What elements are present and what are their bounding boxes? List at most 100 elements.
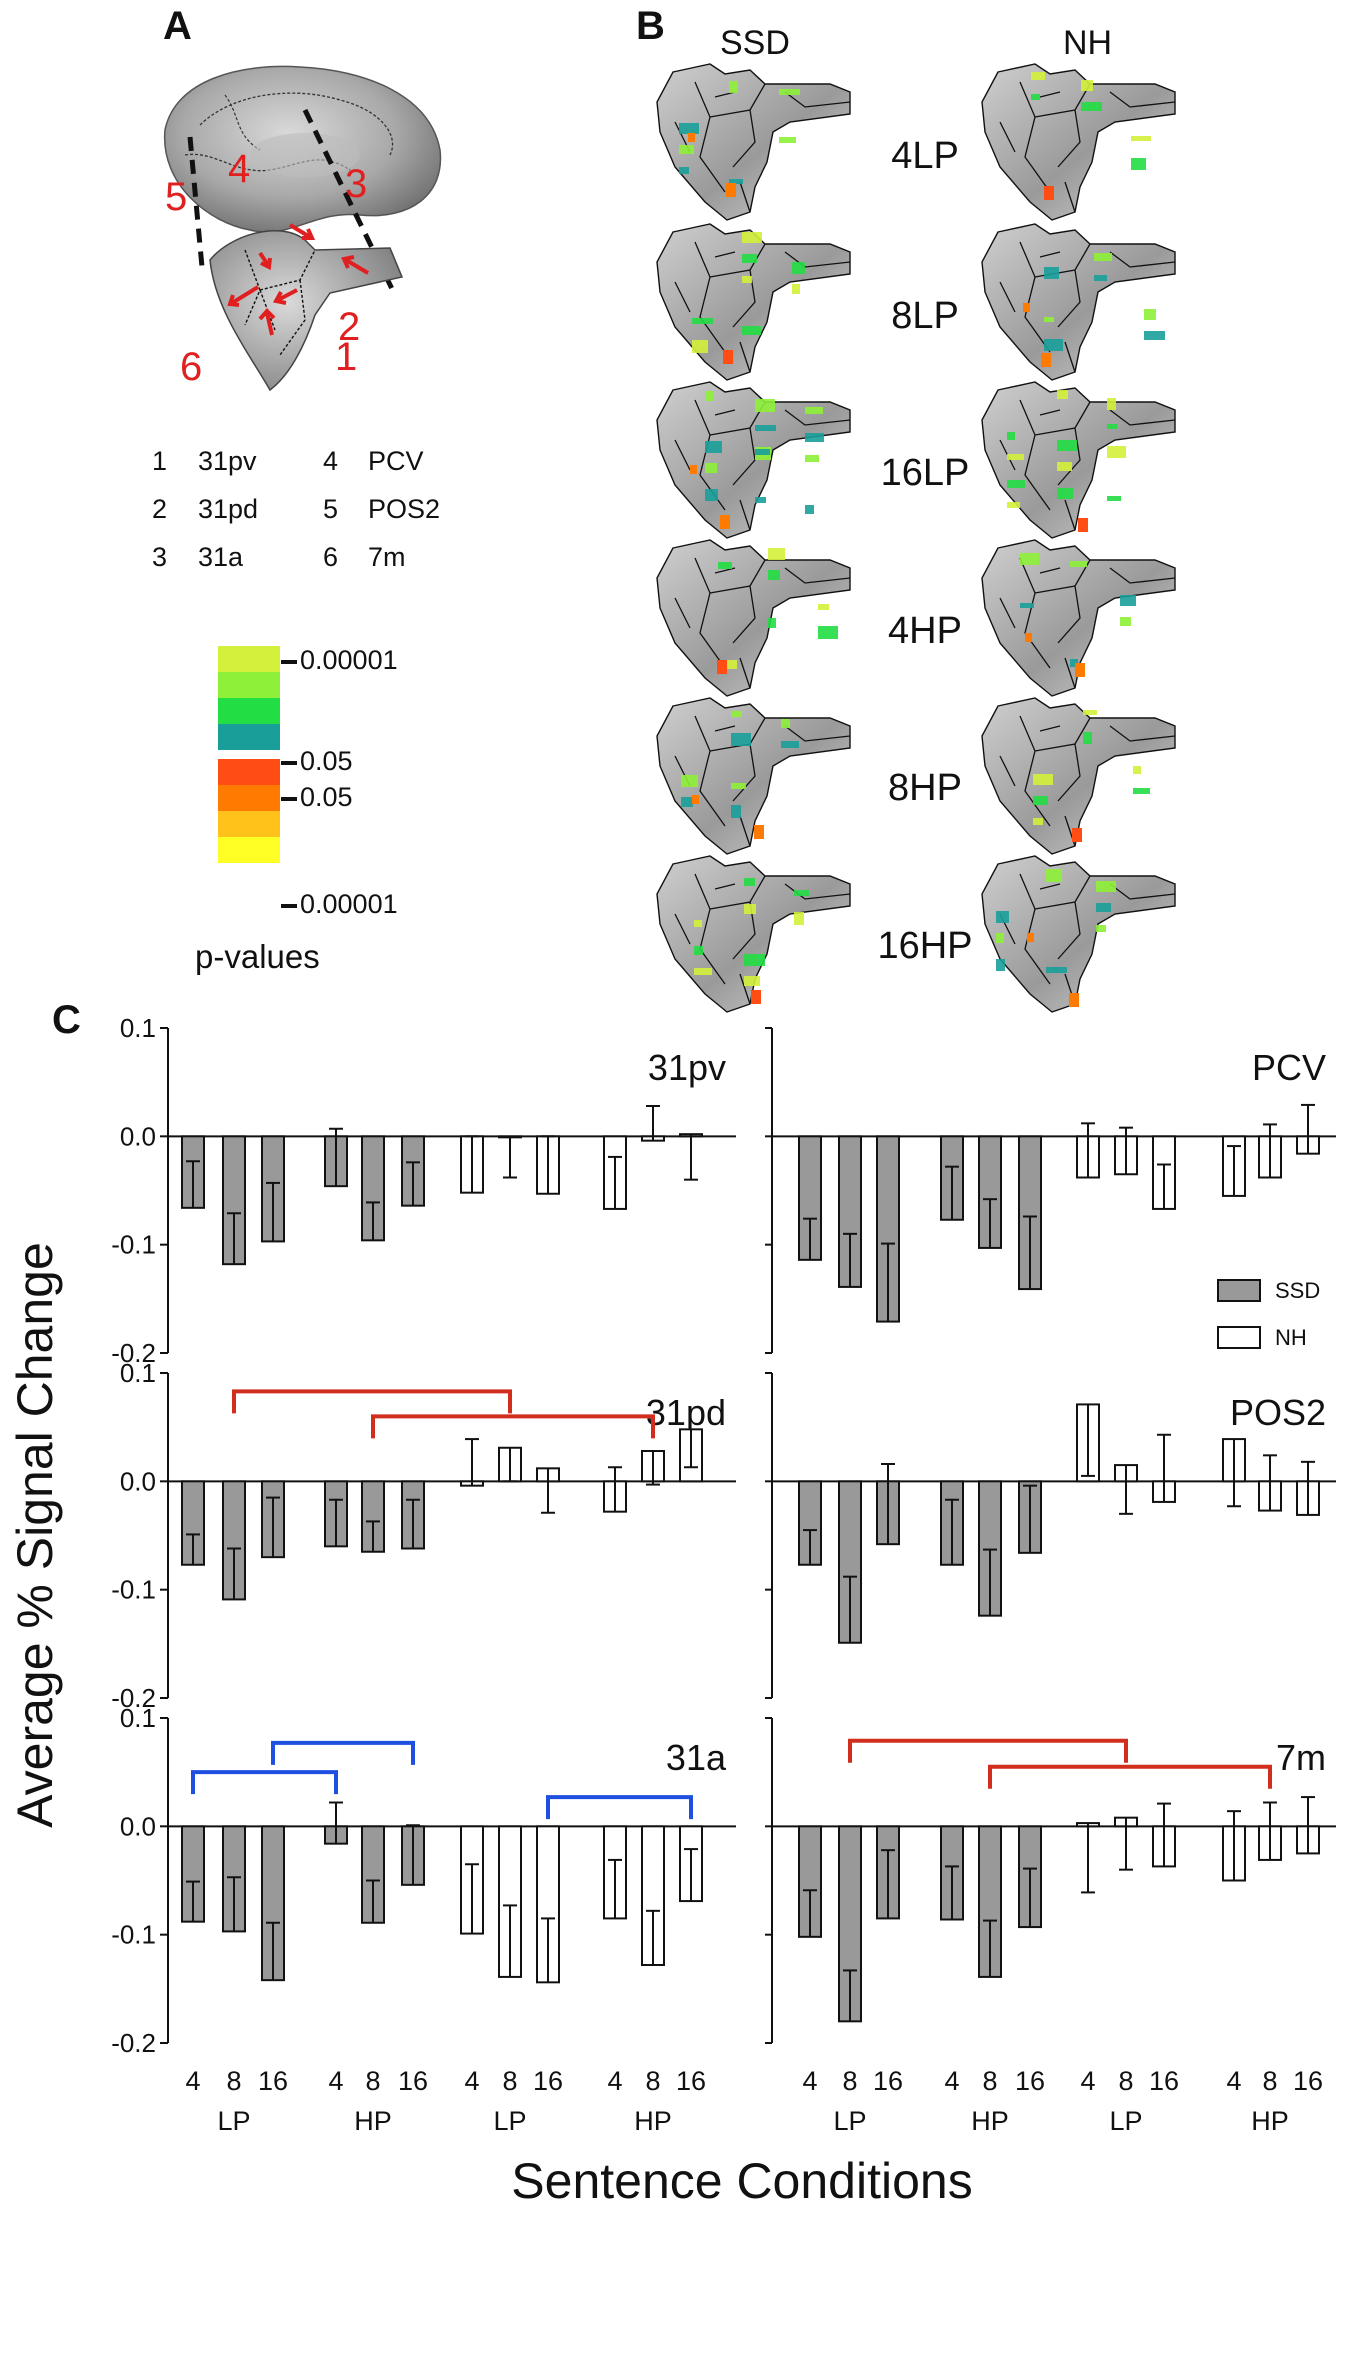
bar-31a-5 xyxy=(401,1825,425,1886)
bar-pcv-3 xyxy=(940,1135,964,1221)
significance-bracket-31a-2 xyxy=(546,1795,693,1820)
bar-31a-4 xyxy=(361,1825,385,1924)
bar-pos2-2 xyxy=(876,1480,900,1546)
x-group-label-left-2: LP xyxy=(493,2106,526,2136)
bar-pcv-5 xyxy=(1018,1135,1042,1291)
x-tick-label-right-5: 16 xyxy=(1015,2066,1045,2096)
map-condition-8lp: 8LP xyxy=(891,295,959,337)
x-tick-label-left-2: 16 xyxy=(258,2066,288,2096)
bar-31pv-3 xyxy=(324,1135,348,1188)
map-condition-4hp: 4HP xyxy=(888,610,962,652)
legend-num-1: 1 xyxy=(152,446,168,476)
bar-31pd-8 xyxy=(536,1467,560,1483)
bar-7m-3 xyxy=(940,1825,964,1921)
arrow-label-5: 5 xyxy=(165,175,187,219)
y-tick-label-31a-3: -0.2 xyxy=(111,2028,156,2058)
y-tick-label-31pv-3: -0.2 xyxy=(111,1338,156,1368)
y-tick-label-31a-1: 0.0 xyxy=(120,1811,156,1841)
bar-31a-9 xyxy=(603,1825,627,1920)
x-group-label-left-3: HP xyxy=(634,2106,672,2136)
bar-7m-5 xyxy=(1018,1825,1042,1929)
bar-7m-1 xyxy=(838,1825,862,2023)
x-tick-label-right-7: 8 xyxy=(1118,2066,1133,2096)
y-tick-label-31pd-0: 0.1 xyxy=(120,1358,156,1388)
map-condition-8hp: 8HP xyxy=(888,767,962,809)
x-tick-label-right-11: 16 xyxy=(1293,2066,1323,2096)
x-tick-label-left-3: 4 xyxy=(328,2066,343,2096)
bar-31pv-10 xyxy=(641,1135,665,1142)
region-arrows xyxy=(227,223,370,336)
y-tick-label-31a-0: 0.1 xyxy=(120,1703,156,1733)
bar-pos2-10 xyxy=(1258,1480,1282,1512)
x-group-label-left-1: HP xyxy=(354,2106,392,2136)
bar-pos2-6 xyxy=(1076,1403,1100,1483)
x-tick-label-right-3: 4 xyxy=(944,2066,959,2096)
bar-31pd-11 xyxy=(679,1428,703,1483)
bar-31a-11 xyxy=(679,1825,703,1903)
subplot-title-pcv: PCV xyxy=(1252,1047,1326,1088)
colorbar-swatch-orange-4 xyxy=(218,837,280,863)
subplot-title-31a: 31a xyxy=(666,1737,727,1778)
colorbar-label: p-values xyxy=(195,938,320,975)
x-tick-label-left-10: 8 xyxy=(645,2066,660,2096)
colorbar-tick-orange-05: 0.05 xyxy=(300,782,353,812)
colorbar-tick-green-05: 0.05 xyxy=(300,746,353,776)
legend-num-3: 3 xyxy=(152,542,168,572)
bar-7m-11 xyxy=(1296,1825,1320,1855)
bar-31a-0 xyxy=(181,1825,205,1923)
legend-region-4: PCV xyxy=(368,446,424,476)
x-tick-label-left-4: 8 xyxy=(365,2066,380,2096)
arrow-label-2: 2 xyxy=(338,305,360,349)
colorbar-swatch-green-3 xyxy=(218,698,280,724)
legend-region-2: 31pd xyxy=(198,494,259,524)
bar-pos2-4 xyxy=(978,1480,1002,1617)
bar-31pd-10 xyxy=(641,1450,665,1483)
bar-7m-8 xyxy=(1152,1825,1176,1868)
bar-pcv-2 xyxy=(876,1135,900,1323)
bar-31pv-2 xyxy=(261,1135,285,1243)
activation-map-ssd-16lp xyxy=(656,381,851,539)
x-tick-label-left-6: 4 xyxy=(464,2066,479,2096)
bar-pcv-1 xyxy=(838,1135,862,1288)
bar-31pd-9 xyxy=(603,1480,627,1513)
significance-bracket-31a-0 xyxy=(191,1770,338,1795)
x-tick-label-right-1: 8 xyxy=(842,2066,857,2096)
x-group-label-right-3: HP xyxy=(1251,2106,1289,2136)
activation-map-ssd-16hp xyxy=(656,855,851,1013)
bar-7m-6 xyxy=(1076,1822,1100,1828)
bar-31a-1 xyxy=(222,1825,246,1933)
subplot-title-31pv: 31pv xyxy=(648,1047,726,1088)
legend-region-5: POS2 xyxy=(368,494,441,524)
significance-bracket-7m-1 xyxy=(988,1764,1272,1789)
bar-pcv-11 xyxy=(1296,1135,1320,1155)
significance-bracket-31a-1 xyxy=(271,1740,415,1765)
legend-num-6: 6 xyxy=(323,542,339,572)
subplot-title-pos2: POS2 xyxy=(1230,1392,1326,1433)
colorbar-tick-bottom: 0.00001 xyxy=(300,889,398,919)
bar-pos2-1 xyxy=(838,1480,862,1644)
flattened-medial-parietal-map xyxy=(209,230,404,392)
bar-31pd-7 xyxy=(498,1446,522,1483)
y-tick-label-31pv-1: 0.0 xyxy=(120,1121,156,1151)
y-tick-label-31pd-1: 0.0 xyxy=(120,1466,156,1496)
bar-pos2-8 xyxy=(1152,1480,1176,1503)
bar-31pv-4 xyxy=(361,1135,385,1242)
map-column-nh: NH xyxy=(1063,24,1113,62)
arrow-label-4: 4 xyxy=(228,147,250,191)
activation-map-nh-8hp xyxy=(981,697,1176,855)
bar-7m-0 xyxy=(798,1825,822,1938)
arrow-label-3: 3 xyxy=(345,162,367,206)
x-tick-label-left-5: 16 xyxy=(398,2066,428,2096)
bar-pos2-11 xyxy=(1296,1480,1320,1516)
map-condition-16lp: 16LP xyxy=(880,452,970,494)
medial-brain-surface xyxy=(164,65,442,233)
bar-31pd-2 xyxy=(261,1480,285,1559)
x-tick-label-right-2: 16 xyxy=(873,2066,903,2096)
bar-7m-10 xyxy=(1258,1825,1282,1861)
bar-7m-7 xyxy=(1114,1816,1138,1828)
bar-pcv-4 xyxy=(978,1135,1002,1249)
colorbar-swatch-orange-2 xyxy=(218,785,280,811)
bar-31pv-1 xyxy=(222,1135,246,1266)
bar-pcv-7 xyxy=(1114,1135,1138,1176)
colorbar xyxy=(218,646,280,863)
